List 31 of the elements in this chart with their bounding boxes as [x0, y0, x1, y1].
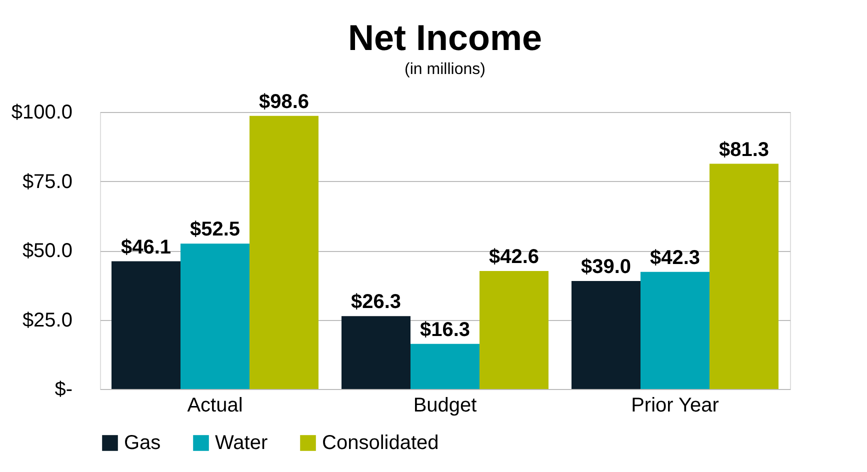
data-label: $42.6 — [488, 246, 540, 268]
chart-title: Net Income — [348, 16, 542, 58]
bar — [112, 261, 180, 389]
data-label: $39.0 — [580, 256, 632, 278]
data-label: $46.1 — [120, 236, 172, 258]
bar — [640, 272, 710, 389]
bar — [180, 244, 250, 389]
bar — [342, 316, 410, 389]
bar — [710, 164, 778, 389]
legend-label: Water — [215, 432, 268, 454]
data-label: $16.3 — [420, 318, 470, 341]
bar — [250, 116, 318, 389]
y-tick-label: $- — [54, 378, 72, 400]
legend-label: Consolidated — [322, 432, 439, 454]
y-tick-label: $75.0 — [22, 170, 72, 193]
data-label: $81.3 — [718, 138, 770, 161]
legend-label: Gas — [124, 432, 161, 454]
data-label: $98.6 — [258, 90, 310, 113]
bar — [410, 344, 480, 389]
bar — [572, 280, 640, 389]
data-label: $52.5 — [190, 218, 240, 241]
y-tick-label: $50.0 — [22, 240, 72, 262]
bar — [480, 271, 548, 389]
chart-subtitle: (in millions) — [404, 60, 486, 78]
y-tick-label: $100.0 — [11, 102, 72, 124]
data-label: $26.3 — [350, 291, 402, 314]
x-tick-label: Prior Year — [631, 394, 720, 416]
y-tick-label: $25.0 — [22, 309, 72, 332]
x-tick-label: Budget — [413, 394, 478, 416]
x-tick-label: Actual — [187, 394, 243, 416]
data-label: $42.3 — [650, 246, 700, 269]
